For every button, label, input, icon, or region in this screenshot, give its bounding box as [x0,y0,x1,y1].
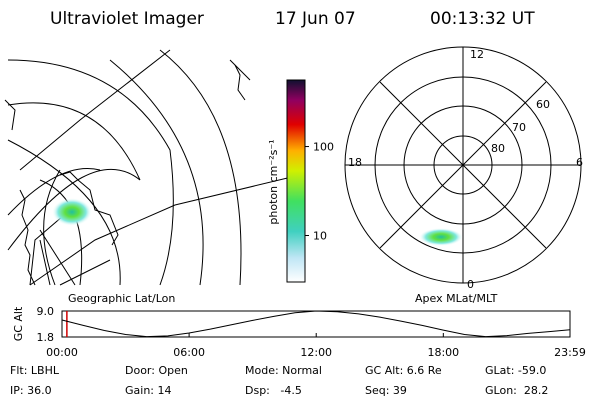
x-tick-label: 00:00 [46,346,78,359]
x-tick-label: 06:00 [173,346,205,359]
status-field: Gain: 14 [125,384,172,397]
aurora-spot [52,198,92,226]
colorbar [286,79,306,283]
x-tick-label: 23:59 [554,346,586,359]
date: 17 Jun 07 [275,9,356,29]
polar-caption: Apex MLat/MLT [415,292,498,305]
mlat-label: 70 [512,121,526,134]
status-field: Mode: Normal [245,364,322,377]
x-tick-label: 18:00 [427,346,459,359]
tick-label: 10 [313,229,327,242]
status-field: Door: Open [125,364,188,377]
map-panel: Geographic Lat/Lon [4,49,301,305]
polar-panel: 12 18 6 0 60 70 80 Apex MLat/MLT [344,46,583,305]
status-field: GC Alt: 6.6 Re [365,364,442,377]
y-axis-label: GC Alt [12,306,25,341]
x-tick-label: 12:00 [300,346,332,359]
map-caption: Geographic Lat/Lon [68,292,175,305]
y-tick-label: 1.8 [37,331,55,344]
status-field: Flt: LBHL [10,364,60,377]
status-field: Dsp: -4.5 [245,384,302,397]
status-field: GLon: 28.2 [485,384,548,397]
mlat-label: 80 [491,142,505,155]
y-tick-label: 9.0 [37,305,55,318]
mlt-label: 12 [470,48,484,61]
status-field: Seq: 39 [365,384,407,397]
coastline [4,64,246,286]
grid-lines [19,49,301,286]
mlt-label: 6 [576,156,583,169]
mlat-label: 60 [536,98,550,111]
aurora-spot [419,228,463,246]
time: 00:13:32 UT [430,9,535,29]
tick-label: 100 [313,141,334,154]
altitude-line [61,310,571,338]
status-field: IP: 36.0 [10,384,52,397]
status-field: GLat: -59.0 [485,364,546,377]
mlt-label: 18 [348,156,362,169]
title: Ultraviolet Imager [50,9,204,29]
colorbar-label: photon cm⁻²s⁻¹ [267,139,280,224]
mlt-label: 0 [467,278,474,291]
